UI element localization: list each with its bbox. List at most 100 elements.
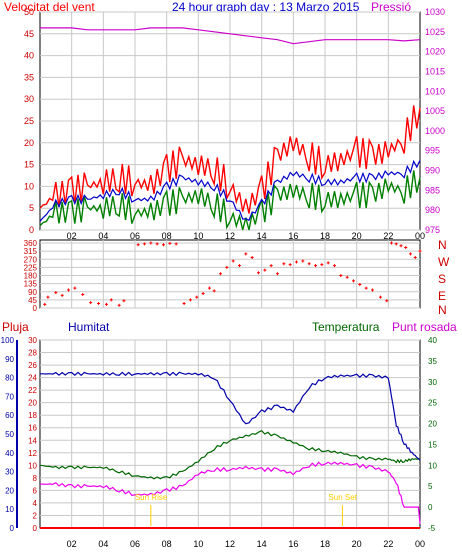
direction-point [333, 264, 336, 268]
humidity-y-tick: 0 [10, 524, 15, 533]
direction-point [54, 291, 58, 295]
humidity-label: Humitat [68, 320, 110, 334]
pressure-y-tick: 995 [425, 146, 440, 156]
wind-x-tick: 10 [193, 231, 203, 241]
sunset-label: Sun Set [328, 493, 357, 502]
direction-point [43, 302, 47, 306]
wind-x-tick: 14 [257, 231, 267, 241]
temp-y-tick: 0 [428, 503, 433, 512]
temp-y-tick: 15 [428, 440, 437, 449]
climate-x-tick: 06 [130, 539, 140, 549]
direction-point [168, 241, 172, 245]
direction-point [109, 298, 113, 302]
direction-point [105, 302, 108, 306]
rain-y-tick: 8 [33, 474, 38, 483]
direction-point [394, 242, 398, 246]
direction-point [67, 288, 70, 292]
direction-point [212, 289, 216, 293]
wind-x-tick: 08 [162, 231, 172, 241]
direction-point [364, 286, 368, 290]
wind-x-tick: 16 [288, 231, 298, 241]
humidity-y-tick: 40 [5, 449, 14, 458]
direction-point [174, 242, 178, 246]
direction-point [263, 268, 267, 272]
direction-point [269, 264, 273, 268]
pressure-y-tick: 1015 [425, 66, 445, 76]
humidity-line [40, 371, 421, 461]
pressure-y-tick: 1010 [425, 86, 445, 96]
wind-gust-line [39, 105, 421, 214]
climate-x-tick: 04 [98, 539, 108, 549]
direction-point [378, 295, 382, 299]
direction-point [326, 261, 330, 265]
temp-y-tick: 30 [428, 378, 437, 387]
direction-y-tick: 45 [28, 296, 37, 305]
direction-point [358, 283, 362, 287]
temperature-line [39, 429, 421, 480]
wind-y-tick: 25 [24, 116, 34, 126]
direction-y-tick: 315 [24, 247, 38, 256]
pressure-y-tick: 1000 [425, 126, 445, 136]
direction-y-tick: 135 [24, 280, 38, 289]
wind-x-tick: 20 [352, 231, 362, 241]
pressure-y-tick: 975 [425, 225, 440, 235]
wind-min-line [39, 170, 421, 231]
direction-point [201, 292, 205, 296]
rain-y-tick: 10 [28, 461, 37, 470]
wind-y-tick: 50 [24, 7, 34, 17]
direction-point [231, 259, 235, 263]
data-series [39, 27, 422, 529]
humidity-y-tick: 90 [5, 355, 14, 364]
direction-point [225, 265, 229, 269]
pressure-y-tick: 1005 [425, 106, 445, 116]
climate-x-tick: 18 [320, 539, 330, 549]
direction-point [143, 242, 146, 246]
direction-point [288, 263, 292, 267]
humidity-y-tick: 60 [5, 411, 14, 420]
wind-y-tick: 0 [29, 225, 34, 235]
direction-point [46, 295, 50, 299]
wind-x-tick: 12 [225, 231, 235, 241]
wind-y-tick: 20 [24, 138, 34, 148]
humidity-y-tick: 20 [5, 486, 14, 495]
wind-y-tick: 40 [24, 51, 34, 61]
rain-y-tick: 22 [28, 386, 37, 395]
rain-y-tick: 2 [33, 511, 38, 520]
direction-y-tick: 180 [24, 272, 38, 281]
direction-y-tick: 90 [28, 288, 37, 297]
wind-speed-label: Velocitat del vent [4, 0, 95, 14]
climate-x-tick: 10 [193, 539, 203, 549]
direction-point [97, 301, 101, 305]
direction-point [385, 299, 389, 303]
rain-y-tick: 30 [28, 336, 37, 345]
direction-y-tick: 0 [33, 304, 38, 313]
temp-y-tick: 40 [428, 336, 437, 345]
pressure-y-tick: 1020 [425, 47, 445, 57]
pressure-y-tick: 980 [425, 205, 440, 215]
direction-point [219, 272, 222, 276]
direction-point [250, 255, 254, 259]
direction-point [60, 293, 64, 297]
compass-s: S [438, 272, 446, 286]
direction-point [345, 275, 349, 279]
rain-y-tick: 4 [33, 499, 38, 508]
climate-x-tick: 12 [225, 539, 235, 549]
direction-point [307, 262, 311, 266]
dewpoint-line [40, 461, 421, 524]
direction-point [73, 286, 77, 290]
direction-point [371, 288, 374, 292]
rain-y-tick: 0 [33, 524, 38, 533]
direction-point [314, 264, 317, 268]
direction-point [244, 252, 248, 256]
temperature-label: Temperatura [312, 320, 380, 334]
rain-y-tick: 28 [28, 349, 37, 358]
direction-point [89, 301, 93, 305]
wind-y-tick: 15 [24, 160, 34, 170]
humidity-y-tick: 100 [1, 336, 15, 345]
wind-y-tick: 30 [24, 94, 34, 104]
dewpoint-label: Punt rosada [392, 320, 457, 334]
temp-y-tick: 25 [428, 399, 437, 408]
climate-x-tick: 22 [383, 539, 393, 549]
direction-point [195, 295, 199, 299]
